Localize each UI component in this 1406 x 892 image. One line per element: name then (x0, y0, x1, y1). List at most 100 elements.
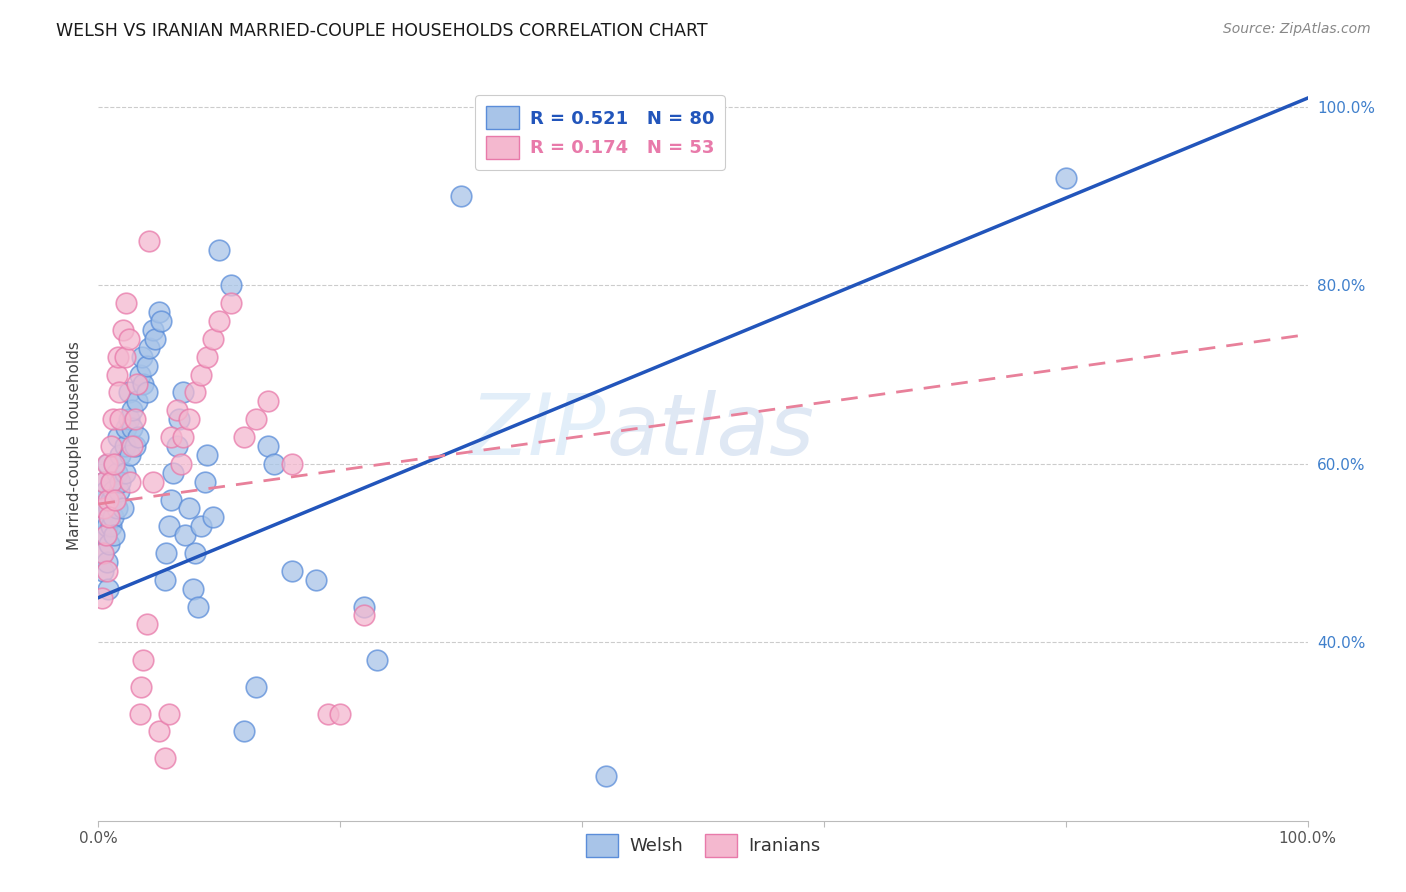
Point (96, 564, 118, 578)
Point (114, 350, 136, 364)
Point (115, 296, 138, 310)
Point (202, 510, 225, 524)
Point (100, 475, 122, 489)
Point (118, 448, 141, 462)
Point (281, 457, 304, 471)
Point (263, 457, 285, 471)
Point (595, 769, 617, 783)
Point (142, 475, 165, 489)
Point (232, 430, 254, 444)
Point (115, 421, 138, 435)
Point (450, 189, 472, 203)
Point (127, 430, 149, 444)
Point (281, 564, 304, 578)
Point (148, 724, 170, 739)
Point (245, 412, 267, 426)
Point (208, 243, 231, 257)
Point (157, 519, 180, 533)
Point (118, 332, 141, 346)
Point (305, 573, 328, 587)
Point (143, 332, 166, 346)
Point (91, 546, 114, 560)
Point (96, 519, 118, 533)
Point (93, 475, 115, 489)
Point (103, 457, 125, 471)
Point (245, 680, 267, 694)
Point (127, 394, 149, 409)
Point (132, 376, 155, 391)
Point (93, 501, 115, 516)
Point (100, 475, 122, 489)
Point (194, 475, 217, 489)
Point (127, 376, 149, 391)
Point (195, 448, 218, 462)
Point (97, 492, 120, 507)
Point (329, 706, 352, 721)
Point (316, 706, 339, 721)
Point (135, 359, 157, 373)
Point (353, 599, 375, 614)
Point (138, 341, 160, 355)
Point (155, 546, 177, 560)
Text: atlas: atlas (606, 390, 814, 473)
Point (366, 653, 388, 667)
Point (98, 501, 121, 516)
Point (96, 457, 118, 471)
Legend: Welsh, Iranians: Welsh, Iranians (579, 826, 827, 864)
Point (169, 412, 191, 426)
Point (96, 555, 118, 569)
Point (135, 617, 157, 632)
Point (97, 457, 120, 471)
Point (118, 385, 141, 400)
Point (98, 510, 121, 524)
Point (179, 412, 201, 426)
Point (256, 394, 278, 409)
Point (131, 350, 153, 364)
Point (107, 350, 129, 364)
Point (93, 475, 115, 489)
Point (1054, 171, 1077, 186)
Point (157, 706, 180, 721)
Point (166, 403, 188, 417)
Point (202, 332, 225, 346)
Point (172, 430, 194, 444)
Point (91, 591, 114, 605)
Point (195, 350, 218, 364)
Point (124, 412, 146, 426)
Point (108, 475, 131, 489)
Y-axis label: Married-couple Households: Married-couple Households (66, 342, 82, 550)
Point (101, 510, 124, 524)
Point (184, 385, 207, 400)
Point (179, 501, 201, 516)
Point (221, 278, 243, 293)
Point (190, 368, 212, 382)
Point (91, 546, 114, 560)
Point (184, 546, 207, 560)
Point (256, 439, 278, 453)
Point (108, 483, 131, 498)
Point (103, 528, 125, 542)
Point (100, 519, 122, 533)
Point (105, 368, 128, 382)
Point (138, 234, 160, 248)
Text: Source: ZipAtlas.com: Source: ZipAtlas.com (1223, 22, 1371, 37)
Point (135, 385, 157, 400)
Point (108, 412, 131, 426)
Point (221, 296, 243, 310)
Point (107, 430, 129, 444)
Point (111, 323, 134, 337)
Point (208, 314, 231, 328)
Point (105, 501, 128, 516)
Point (190, 519, 212, 533)
Point (111, 501, 134, 516)
Point (153, 573, 176, 587)
Point (124, 439, 146, 453)
Point (174, 528, 197, 542)
Point (103, 457, 125, 471)
Point (510, 145, 533, 159)
Point (121, 439, 143, 453)
Point (121, 421, 143, 435)
Point (121, 403, 143, 417)
Point (153, 751, 176, 765)
Point (94, 528, 117, 542)
